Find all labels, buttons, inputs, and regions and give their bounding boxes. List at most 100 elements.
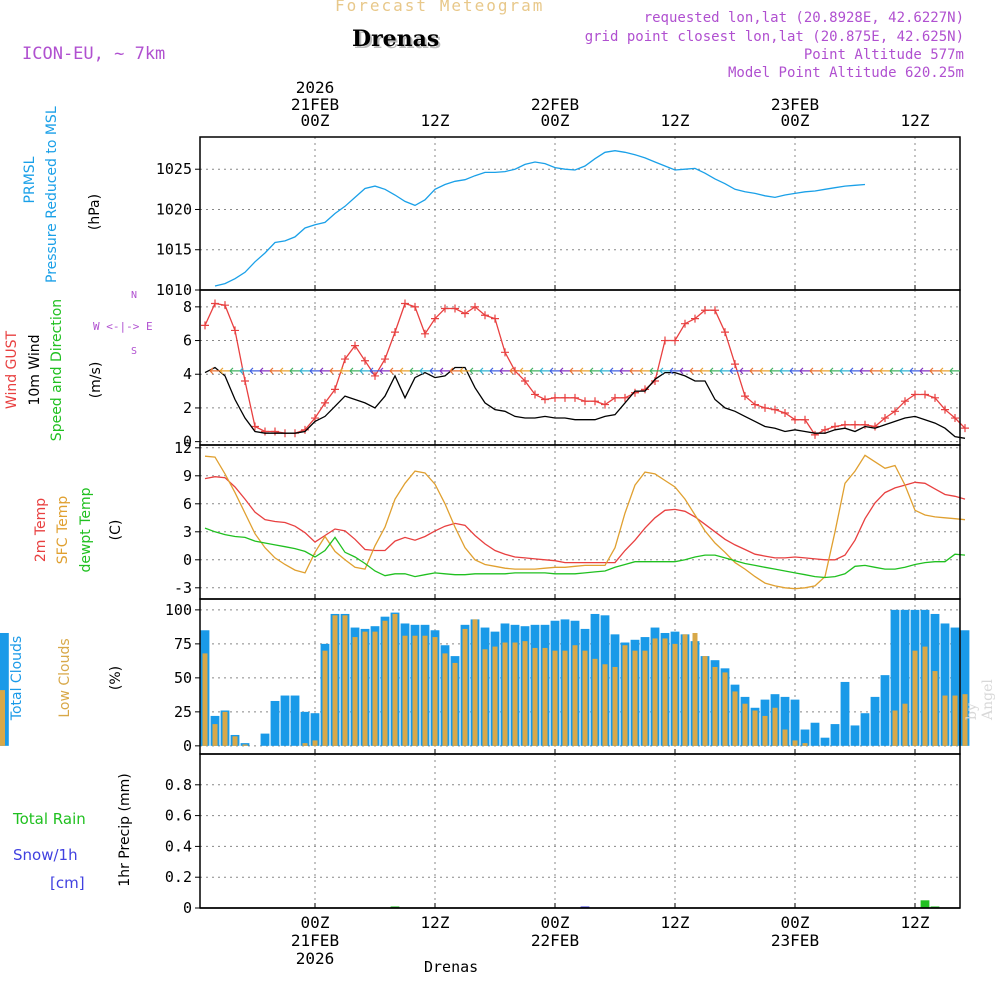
wind-dir-arrow	[339, 367, 350, 375]
gust-marker	[251, 422, 259, 431]
wind-dir-arrow	[349, 367, 360, 375]
gust-marker	[921, 390, 929, 399]
cloud-low-bar	[612, 666, 618, 746]
cloud-low-bar	[432, 637, 438, 746]
wind-dir-arrow	[499, 367, 510, 375]
gust-marker	[841, 420, 849, 429]
cloud-total-bar	[850, 725, 860, 746]
wind-dir-arrow	[589, 367, 600, 375]
cloud-low-bar	[702, 656, 708, 746]
legend-prmsl-desc: Pressure Reduced to MSL	[44, 106, 60, 283]
series-line-sfc-temp	[204, 454, 966, 590]
bottom-hour-label: 12Z	[421, 913, 450, 932]
wind-dir-arrow	[679, 367, 690, 375]
gust-marker	[581, 397, 589, 406]
wind-dir-arrow	[239, 367, 250, 375]
legend-total-clouds: Total Clouds	[9, 635, 25, 721]
cloud-low-bar	[672, 643, 678, 746]
cloud-low-bar	[762, 715, 768, 746]
wind-dir-arrow	[789, 367, 800, 375]
gust-marker	[811, 430, 819, 439]
wind-dir-arrow	[729, 367, 740, 375]
gust-marker	[801, 415, 809, 424]
gust-marker	[561, 393, 569, 402]
cloud-low-bar	[552, 650, 558, 746]
gust-marker	[501, 348, 509, 357]
wind-dir-arrow	[249, 367, 260, 375]
cloud-low-bar	[782, 729, 788, 746]
cloud-low-bar	[622, 645, 628, 746]
cloud-low-bar	[502, 642, 508, 746]
gust-marker	[301, 425, 309, 434]
wind-dir-arrow	[749, 367, 760, 375]
wind-dir-arrow	[769, 367, 780, 375]
wind-dir-arrow	[579, 367, 590, 375]
wind-dir-arrow	[889, 367, 900, 375]
gust-marker	[731, 360, 739, 369]
wind-dir-arrow	[439, 367, 450, 375]
cloud-total-bar	[870, 696, 880, 746]
bottom-hour-label: 12Z	[661, 913, 690, 932]
wind-dir-arrow	[479, 367, 490, 375]
compass-we: W <-|-> E	[93, 320, 153, 333]
compass-n: N	[131, 290, 138, 301]
cloud-low-bar	[602, 664, 608, 746]
cloud-total-bar	[810, 722, 820, 746]
gust-marker	[401, 299, 409, 308]
station-name: Drenas	[352, 26, 440, 52]
top-hour-label: 00Z	[781, 111, 810, 130]
top-date-label: 21FEB	[291, 95, 339, 114]
cloud-total-bar	[880, 675, 890, 746]
cloud-low-bar	[532, 647, 538, 746]
cloud-total-bar	[960, 630, 970, 746]
gust-marker	[241, 376, 249, 385]
panel-frame	[199, 444, 961, 600]
legend-2m-temp: 2m Temp	[33, 497, 49, 563]
footer-station: Drenas	[424, 958, 479, 976]
wind-dir-arrow	[509, 367, 520, 375]
wind-dir-arrow	[309, 367, 320, 375]
bottom-hour-label: 00Z	[781, 913, 810, 932]
cloud-low-bar	[952, 695, 958, 746]
gust-marker	[911, 390, 919, 399]
gust-marker	[351, 341, 359, 350]
gust-marker	[421, 329, 429, 338]
wind-dir-arrow	[919, 367, 930, 375]
model-altitude: Model Point Altitude 620.25m	[727, 65, 964, 81]
cloud-low-bar	[942, 695, 948, 746]
wind-dir-arrow	[939, 367, 950, 375]
cloud-low-bar	[332, 615, 338, 746]
cloud-low-bar	[962, 694, 968, 746]
cloud-low-bar	[922, 646, 928, 746]
y-tick-label: 0.6	[165, 807, 192, 825]
cloud-low-bar	[362, 631, 368, 746]
gust-marker	[551, 393, 559, 402]
precip-bar	[580, 906, 590, 908]
cloud-low-bar	[382, 620, 388, 746]
y-tick-label: 1015	[156, 241, 192, 259]
wind-dir-arrow	[649, 367, 660, 375]
precip-bar	[920, 900, 930, 908]
gust-marker	[661, 336, 669, 345]
gust-marker	[741, 392, 749, 401]
gust-marker	[901, 397, 909, 406]
top-hour-label: 12Z	[901, 111, 930, 130]
gust-marker	[461, 309, 469, 318]
gust-marker	[341, 355, 349, 364]
panel-frame	[199, 136, 961, 291]
cloud-low-bar	[462, 628, 468, 746]
gust-marker	[961, 424, 969, 433]
cloud-low-bar	[732, 691, 738, 746]
legend-precip-axis: 1hr Precip (mm)	[117, 773, 133, 887]
legend-dewpt-temp: dewpt Temp	[78, 487, 94, 573]
gust-marker	[451, 304, 459, 313]
gust-marker	[491, 314, 499, 323]
cloud-low-bar	[542, 647, 548, 746]
gust-marker	[721, 328, 729, 337]
cloud-low-bar	[932, 671, 938, 746]
wind-dir-arrow	[819, 367, 830, 375]
wind-dir-arrow	[799, 367, 810, 375]
cloud-total-bar	[940, 623, 950, 746]
top-date-label: 22FEB	[531, 95, 579, 114]
